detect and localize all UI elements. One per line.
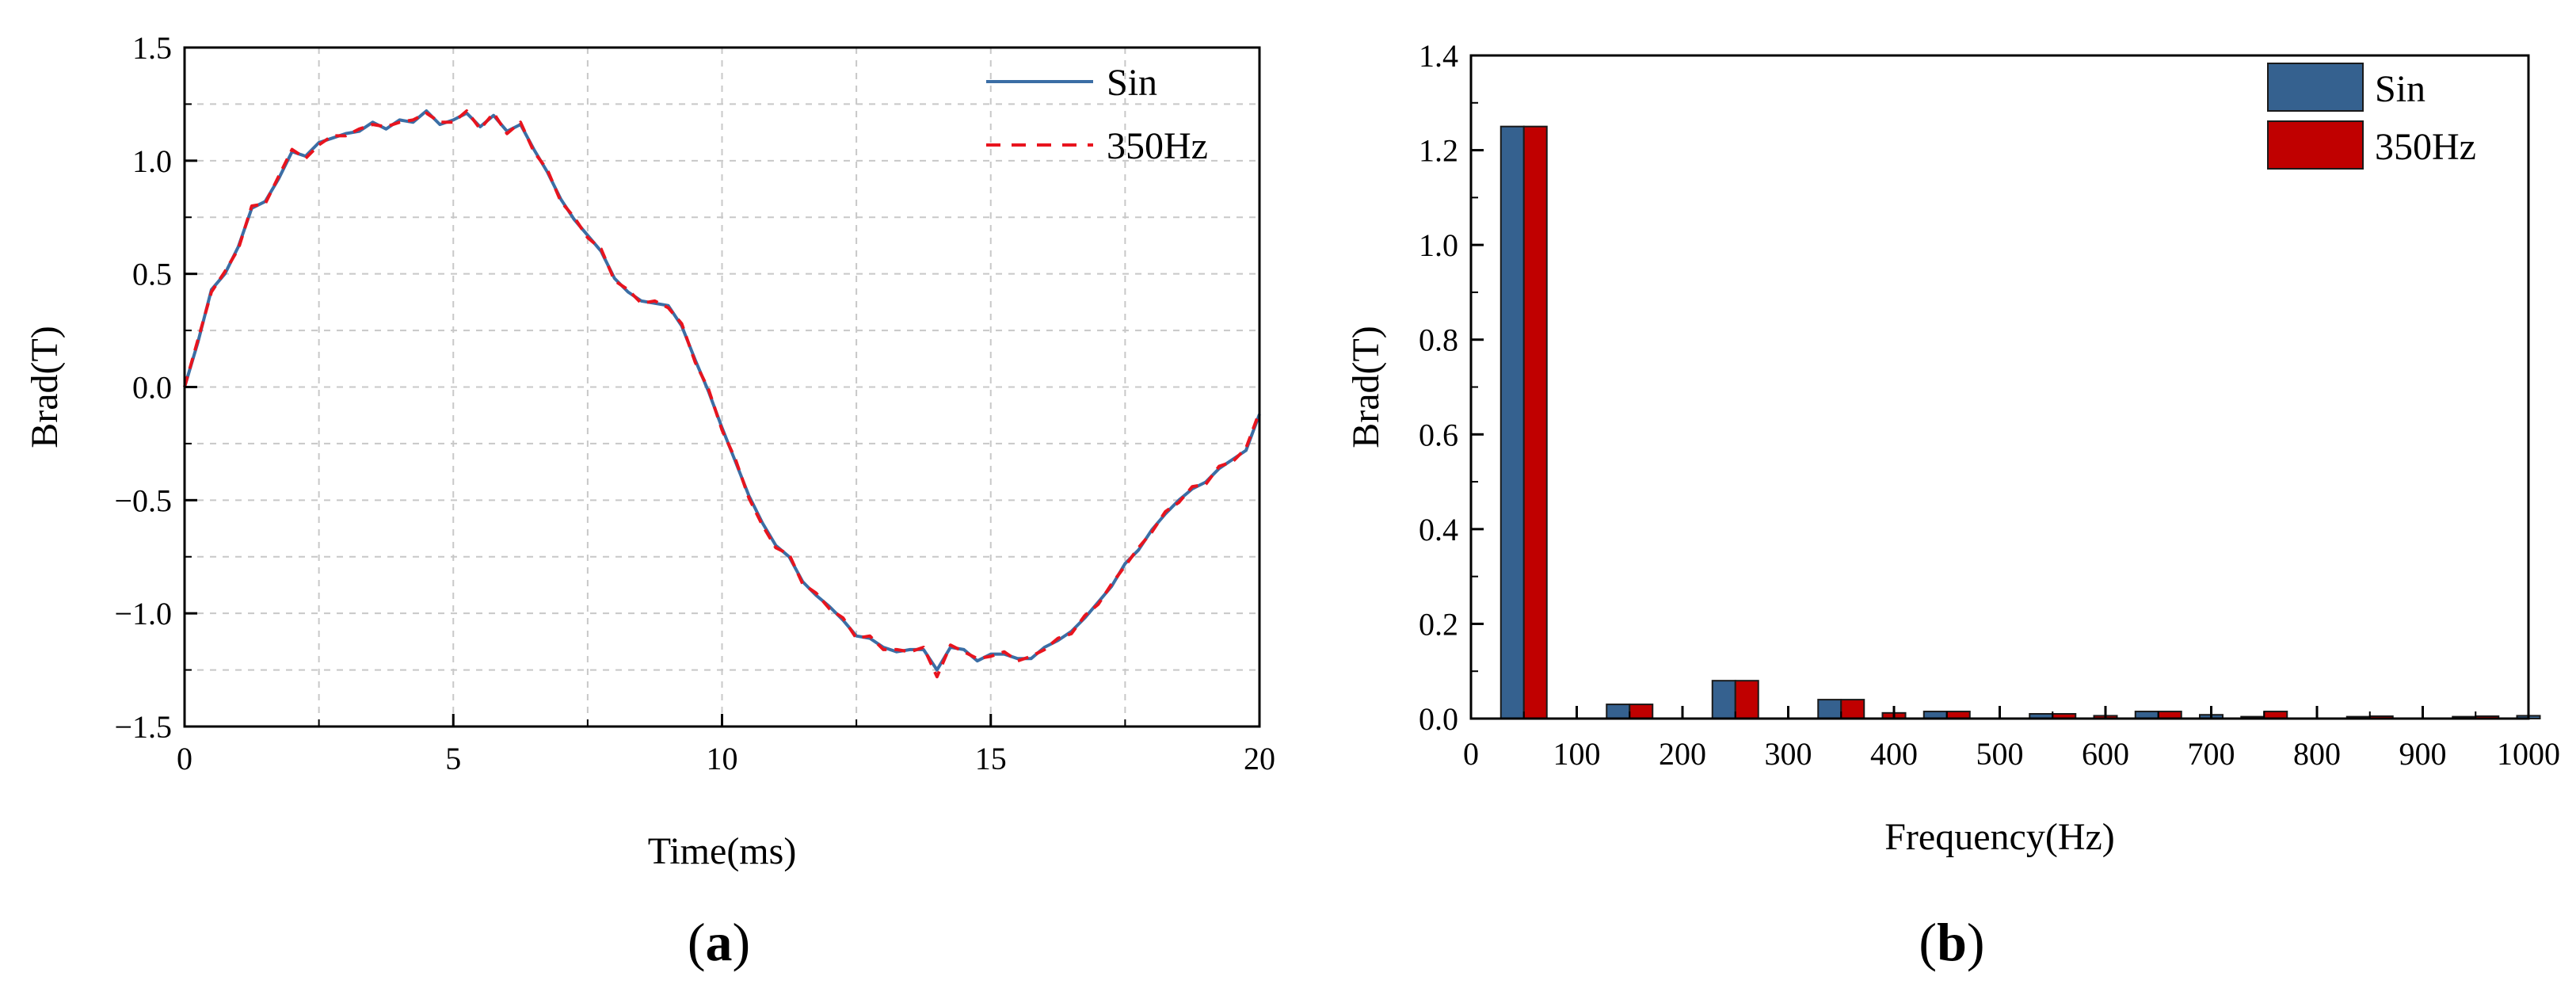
- x-tick-label: 0: [1463, 736, 1479, 772]
- panel-a-ticks: 0 5 10 15 20 1.5 1.0 0.5 0.0 −0.5 −1.0 −1.5: [114, 30, 1275, 776]
- panel-b-legend: Sin 350Hz: [2267, 63, 2476, 170]
- x-tick-label: 400: [1870, 736, 1918, 772]
- panel-b-label: (b): [1919, 912, 1984, 972]
- legend-350hz-label: 350Hz: [2375, 126, 2476, 168]
- legend-350hz-label: 350Hz: [1107, 125, 1208, 167]
- panel-b-x-axis-title: Frequency(Hz): [1884, 816, 2115, 858]
- bar-350hz-250hz: [1734, 680, 1759, 720]
- x-tick-label: 700: [2188, 736, 2235, 772]
- y-tick-label: 1.0: [132, 143, 172, 179]
- bar-350hz-150hz: [1629, 704, 1654, 719]
- y-tick-label: 1.5: [132, 30, 172, 66]
- bar-sin-250hz: [1711, 680, 1736, 720]
- y-tick-label: −0.5: [114, 482, 172, 518]
- legend-sin-swatch-icon: [2267, 63, 2364, 112]
- panel-b-bar-chart: 0 100 200 300 400 500 600 700 800 900 1000 1.4 1.2 1.…: [1345, 38, 2560, 972]
- x-tick-label: 5: [445, 741, 461, 776]
- y-tick-label: 1.4: [1419, 38, 1458, 74]
- y-tick-label: 0.6: [1419, 417, 1458, 452]
- panel-a-label: (a): [688, 912, 750, 972]
- x-tick-label: 200: [1659, 736, 1706, 772]
- panel-a-legend: Sin 350Hz: [986, 62, 1208, 167]
- panel-b-ticks: 0 100 200 300 400 500 600 700 800 900 1000 1.4 1.2 1.…: [1419, 38, 2560, 772]
- panel-a-letter: a: [706, 912, 733, 972]
- y-tick-label: 0.0: [1419, 701, 1458, 737]
- panel-a-x-axis-title: Time(ms): [648, 830, 797, 872]
- y-tick-label: −1.0: [114, 596, 172, 631]
- x-tick-label: 800: [2293, 736, 2341, 772]
- legend-350hz-swatch-icon: [2267, 120, 2364, 170]
- y-tick-label: 0.4: [1419, 512, 1458, 547]
- x-tick-label: 20: [1244, 741, 1275, 776]
- x-tick-label: 500: [1976, 736, 2024, 772]
- panel-b-letter: b: [1937, 912, 1967, 972]
- panel-b-y-axis-title: Brad(T): [1345, 326, 1387, 448]
- x-tick-label: 1000: [2497, 736, 2560, 772]
- y-tick-label: 0.2: [1419, 606, 1458, 642]
- bar-sin-50hz: [1499, 125, 1525, 719]
- panel-a-grid: [185, 48, 1259, 727]
- legend-sin-label: Sin: [1107, 62, 1157, 104]
- y-tick-label: 0.5: [132, 257, 172, 292]
- panel-b-bars-group: [1499, 125, 2541, 720]
- x-tick-label: 15: [975, 741, 1007, 776]
- x-tick-label: 300: [1765, 736, 1812, 772]
- bar-sin-150hz: [1606, 704, 1631, 719]
- y-tick-label: 0.0: [132, 370, 172, 406]
- legend-sin-label: Sin: [2375, 68, 2425, 110]
- x-tick-label: 600: [2082, 736, 2129, 772]
- y-tick-label: 1.0: [1419, 227, 1458, 263]
- panel-a-series-group: [183, 109, 1261, 679]
- bar-sin-350hz: [1817, 699, 1842, 719]
- x-tick-label: 100: [1553, 736, 1601, 772]
- bar-350hz-50hz: [1522, 125, 1548, 719]
- y-tick-label: 0.8: [1419, 322, 1458, 358]
- panel-a-y-axis-title: Brad(T): [24, 326, 66, 448]
- x-tick-label: 10: [707, 741, 738, 776]
- x-tick-label: 900: [2399, 736, 2447, 772]
- bar-350hz-350hz: [1840, 699, 1865, 719]
- y-tick-label: −1.5: [114, 709, 172, 745]
- x-tick-label: 0: [177, 741, 192, 776]
- y-tick-label: 1.2: [1419, 133, 1458, 169]
- series-line-350hz: [183, 109, 1261, 679]
- panel-a-line-chart: 0 5 10 15 20 1.5 1.0 0.5 0.0 −0.5 −1.0 −1.5 Sin 350…: [24, 30, 1275, 972]
- panel-b-plot-frame: [1469, 54, 2530, 720]
